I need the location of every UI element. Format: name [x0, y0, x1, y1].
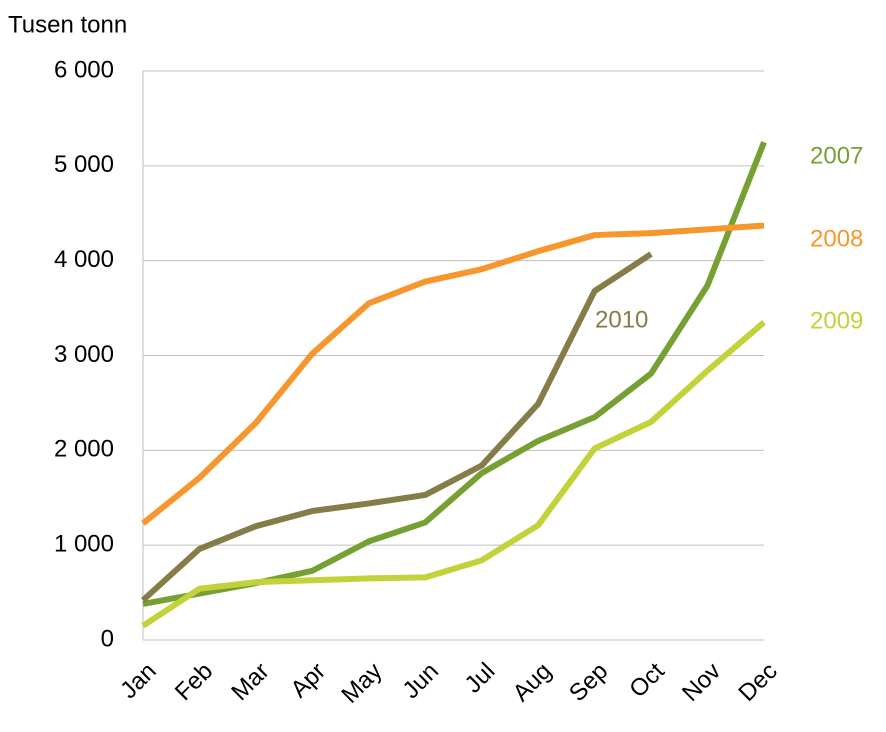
x-tick-label: Nov — [677, 658, 726, 707]
y-axis-label: Tusen tonn — [8, 11, 127, 38]
x-tick-label: Aug — [508, 658, 557, 707]
x-tick-label: Apr — [286, 658, 332, 704]
series-label: 2007 — [810, 142, 863, 169]
x-tick-label: Jun — [398, 658, 444, 704]
y-tick-label: 2 000 — [54, 436, 114, 463]
line-series — [140, 251, 653, 603]
x-tick-label: Dec — [733, 658, 782, 707]
x-tick-label: May — [336, 658, 387, 709]
x-tick-label: Jan — [115, 658, 161, 704]
series-label: 2008 — [810, 225, 863, 252]
x-tick-label: Jul — [460, 658, 501, 699]
line-series — [141, 320, 766, 629]
series-label: 2009 — [810, 307, 863, 334]
x-tick-label: Oct — [624, 657, 670, 703]
y-tick-label: 3 000 — [54, 341, 114, 368]
x-tick-label: Sep — [564, 658, 613, 707]
y-tick-label: 5 000 — [54, 151, 114, 178]
y-tick-label: 6 000 — [54, 56, 114, 83]
y-tick-label: 0 — [101, 625, 114, 652]
x-tick-label: Feb — [170, 658, 218, 706]
y-tick-label: 4 000 — [54, 246, 114, 273]
y-tick-label: 1 000 — [54, 531, 114, 558]
series-label: 2010 — [595, 306, 648, 333]
x-tick-label: Mar — [226, 658, 274, 706]
line-series — [141, 222, 765, 526]
